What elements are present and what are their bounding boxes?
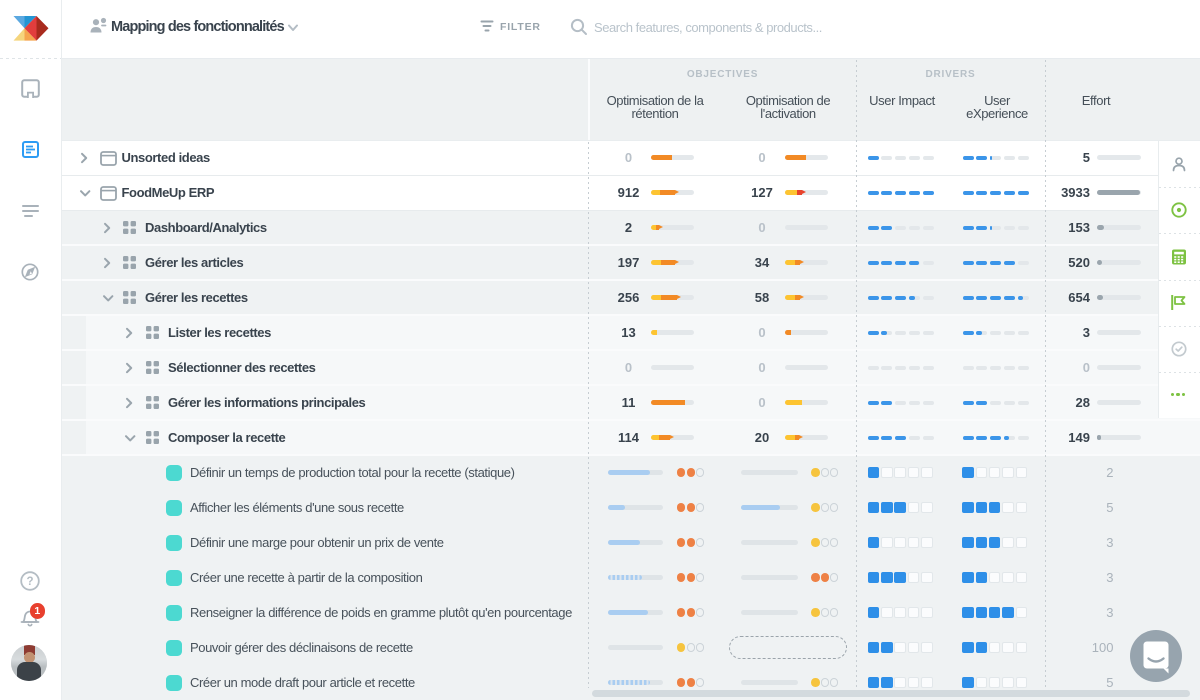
svg-text:?: ? <box>26 576 33 588</box>
